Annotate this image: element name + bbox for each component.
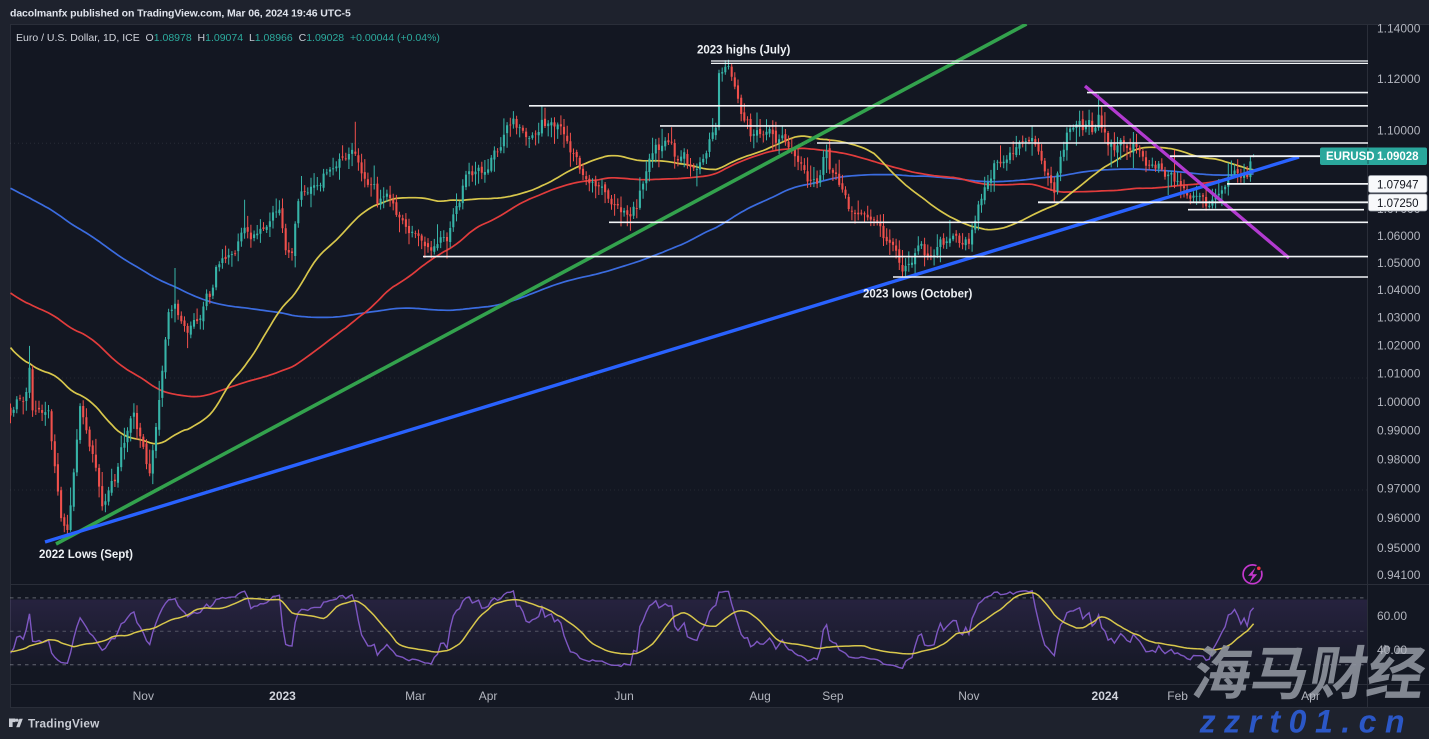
- svg-text:1.04000: 1.04000: [1377, 283, 1421, 297]
- svg-text:Nov: Nov: [133, 689, 154, 703]
- svg-text:2023: 2023: [269, 689, 296, 703]
- svg-text:2022 Lows (Sept): 2022 Lows (Sept): [39, 549, 133, 561]
- svg-text:Euro / U.S. Dollar, 1D, ICE O: Euro / U.S. Dollar, 1D, ICE O1.08978 H1.…: [16, 32, 440, 44]
- svg-text:2023 lows (October): 2023 lows (October): [863, 289, 972, 301]
- svg-text:Apr: Apr: [1301, 689, 1320, 703]
- svg-text:1.02000: 1.02000: [1377, 338, 1421, 352]
- svg-text:0.96000: 0.96000: [1377, 511, 1421, 525]
- svg-text:2024: 2024: [1092, 689, 1119, 703]
- svg-text:Nov: Nov: [958, 689, 979, 703]
- svg-text:Mar: Mar: [405, 689, 426, 703]
- svg-text:Feb: Feb: [1167, 689, 1188, 703]
- svg-text:0.98000: 0.98000: [1377, 452, 1421, 466]
- svg-text:TradingView: TradingView: [28, 717, 100, 731]
- svg-text:1.14000: 1.14000: [1377, 22, 1421, 36]
- svg-text:0.97000: 0.97000: [1377, 482, 1421, 496]
- svg-text:0.95000: 0.95000: [1377, 541, 1421, 555]
- svg-text:zzrt01.cn: zzrt01.cn: [1199, 704, 1413, 739]
- svg-text:1.06000: 1.06000: [1377, 229, 1421, 243]
- svg-text:EURUSD: EURUSD: [1326, 151, 1375, 163]
- svg-text:1.12000: 1.12000: [1377, 72, 1421, 86]
- svg-text:1.03000: 1.03000: [1377, 311, 1421, 325]
- svg-text:1.10000: 1.10000: [1377, 123, 1421, 137]
- svg-text:0.94100: 0.94100: [1377, 568, 1421, 582]
- svg-text:2023 highs (July): 2023 highs (July): [697, 45, 790, 57]
- svg-text:1.07250: 1.07250: [1377, 198, 1419, 210]
- svg-text:1.09028: 1.09028: [1377, 151, 1419, 163]
- svg-text:1.05000: 1.05000: [1377, 256, 1421, 270]
- svg-text:0.99000: 0.99000: [1377, 423, 1421, 437]
- svg-text:Aug: Aug: [749, 689, 770, 703]
- svg-text:40.00: 40.00: [1377, 643, 1407, 657]
- svg-text:dacolmanfx published on Tradin: dacolmanfx published on TradingView.com,…: [10, 8, 351, 20]
- svg-text:1.01000: 1.01000: [1377, 367, 1421, 381]
- svg-text:1.07947: 1.07947: [1377, 180, 1419, 192]
- svg-text:60.00: 60.00: [1377, 609, 1407, 623]
- svg-text:Apr: Apr: [479, 689, 498, 703]
- svg-text:Jun: Jun: [614, 689, 633, 703]
- svg-text:1.00000: 1.00000: [1377, 395, 1421, 409]
- svg-text:Sep: Sep: [822, 689, 844, 703]
